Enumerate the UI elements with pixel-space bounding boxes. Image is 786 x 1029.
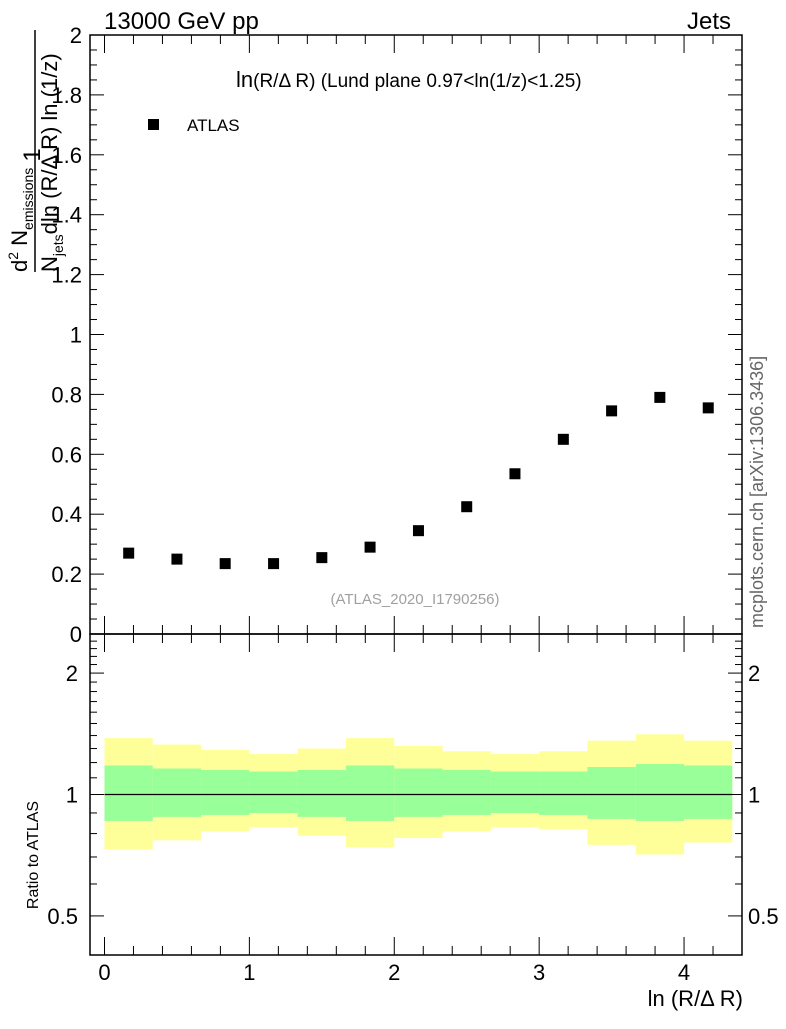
main-y-tick-label: 0.8 <box>51 382 82 407</box>
header-right: Jets <box>687 8 731 35</box>
ratio-y-axis: 0.5 0.5 1 1 2 2 <box>47 640 779 929</box>
ratio-inner-band-bin <box>152 768 202 817</box>
main-y-tick-label: 1 <box>70 323 82 348</box>
x-tick-label: 0 <box>98 960 110 985</box>
analysis-label: (ATLAS_2020_I1790256) <box>330 591 499 608</box>
ylabel-num-main: d <box>7 260 32 272</box>
ratio-inner-band-bin <box>249 771 298 813</box>
data-point <box>606 405 618 417</box>
chart-title: ln(R/Δ R) (Lund plane 0.97<ln(1/z)<1.25) <box>236 67 582 92</box>
data-point <box>654 391 666 403</box>
legend-label: ATLAS <box>187 116 240 135</box>
ylabel-den-rest: dln (R/Δ R) ln (1/z) <box>37 53 62 234</box>
ratio-y-tick-label: 1 <box>66 783 78 808</box>
main-y-tick-label: 0.6 <box>51 442 82 467</box>
data-point <box>171 553 183 565</box>
ratio-panel <box>104 734 733 855</box>
data-point <box>557 433 569 445</box>
ratio-y-tick-label-right: 0.5 <box>748 904 779 929</box>
ratio-y-tick-label-right: 1 <box>748 783 760 808</box>
main-y-tick-label: 1.4 <box>51 203 82 228</box>
ratio-inner-band-bin <box>442 770 491 815</box>
data-point <box>219 558 231 570</box>
ylabel-num-sub: emissions <box>20 168 36 230</box>
x-tick-label: 4 <box>678 960 690 985</box>
svg-text:d2 Nemissions: d2 Nemissions <box>5 168 36 272</box>
main-y-axis: 0 0.2 0.4 0.6 0.8 1 1.2 1.4 1.6 1.8 2 <box>51 23 742 647</box>
x-tick-label: 1 <box>243 960 255 985</box>
ratio-inner-band-bin <box>635 764 685 821</box>
data-point <box>268 558 280 570</box>
data-point <box>412 525 424 537</box>
data-point <box>364 541 376 553</box>
ratio-inner-band-bin <box>297 770 347 817</box>
legend-marker <box>148 119 159 130</box>
ratio-inner-band-bin <box>490 771 540 813</box>
ylabel-num-sup: 2 <box>5 252 21 260</box>
chart-title-rest: (R/Δ R) (Lund plane 0.97<ln(1/z)<1.25) <box>253 71 581 92</box>
main-y-tick-label: 0.2 <box>51 562 82 587</box>
ylabel-den-sub: jets <box>50 234 66 257</box>
svg-text:1: 1 <box>19 148 46 161</box>
ratio-inner-band-bin <box>346 765 395 821</box>
side-note: mcplots.cern.ch [arXiv:1306.3436] <box>747 356 767 628</box>
data-point <box>509 468 521 480</box>
main-y-label: 1 <box>19 148 46 161</box>
data-points <box>123 391 714 570</box>
x-axis-label: ln (R/Δ R) <box>648 986 743 1011</box>
chart-title-main: ln <box>236 67 253 92</box>
x-tick-label: 3 <box>533 960 545 985</box>
main-y-tick-label: 0.4 <box>51 502 82 527</box>
data-point <box>702 402 714 414</box>
main-y-tick-label: 1.8 <box>51 83 82 108</box>
svg-text:Njetsdln (R/Δ R) ln (1/z): Njetsdln (R/Δ R) ln (1/z) <box>37 53 66 272</box>
data-point <box>316 552 328 564</box>
x-axis: 0 1 2 3 4 <box>98 35 743 985</box>
main-y-tick-label: 0 <box>70 622 82 647</box>
ratio-inner-band-bin <box>684 765 733 819</box>
ratio-y-tick-label-right: 2 <box>748 661 760 686</box>
ratio-inner-band-bin <box>201 770 250 815</box>
ratio-y-tick-label: 0.5 <box>47 904 78 929</box>
header-left: 13000 GeV pp <box>104 8 259 35</box>
main-y-tick-label: 1.6 <box>51 143 82 168</box>
ratio-y-tick-label: 2 <box>66 661 78 686</box>
main-y-tick-label: 2 <box>70 23 82 48</box>
ylabel-one: 1 <box>19 148 46 161</box>
data-point <box>461 501 473 513</box>
ratio-inner-band-bin <box>539 771 588 815</box>
main-y-tick-label: 1.2 <box>51 263 82 288</box>
ylabel-num-N: N <box>7 230 32 252</box>
ratio-inner-band-bin <box>394 768 443 817</box>
ratio-y-label: Ratio to ATLAS <box>25 801 42 909</box>
ylabel-den-N: N <box>37 256 62 272</box>
data-point <box>123 547 135 559</box>
ratio-inner-band-bin <box>587 766 636 819</box>
ratio-inner-band-bin <box>104 765 153 821</box>
x-tick-label: 2 <box>388 960 400 985</box>
